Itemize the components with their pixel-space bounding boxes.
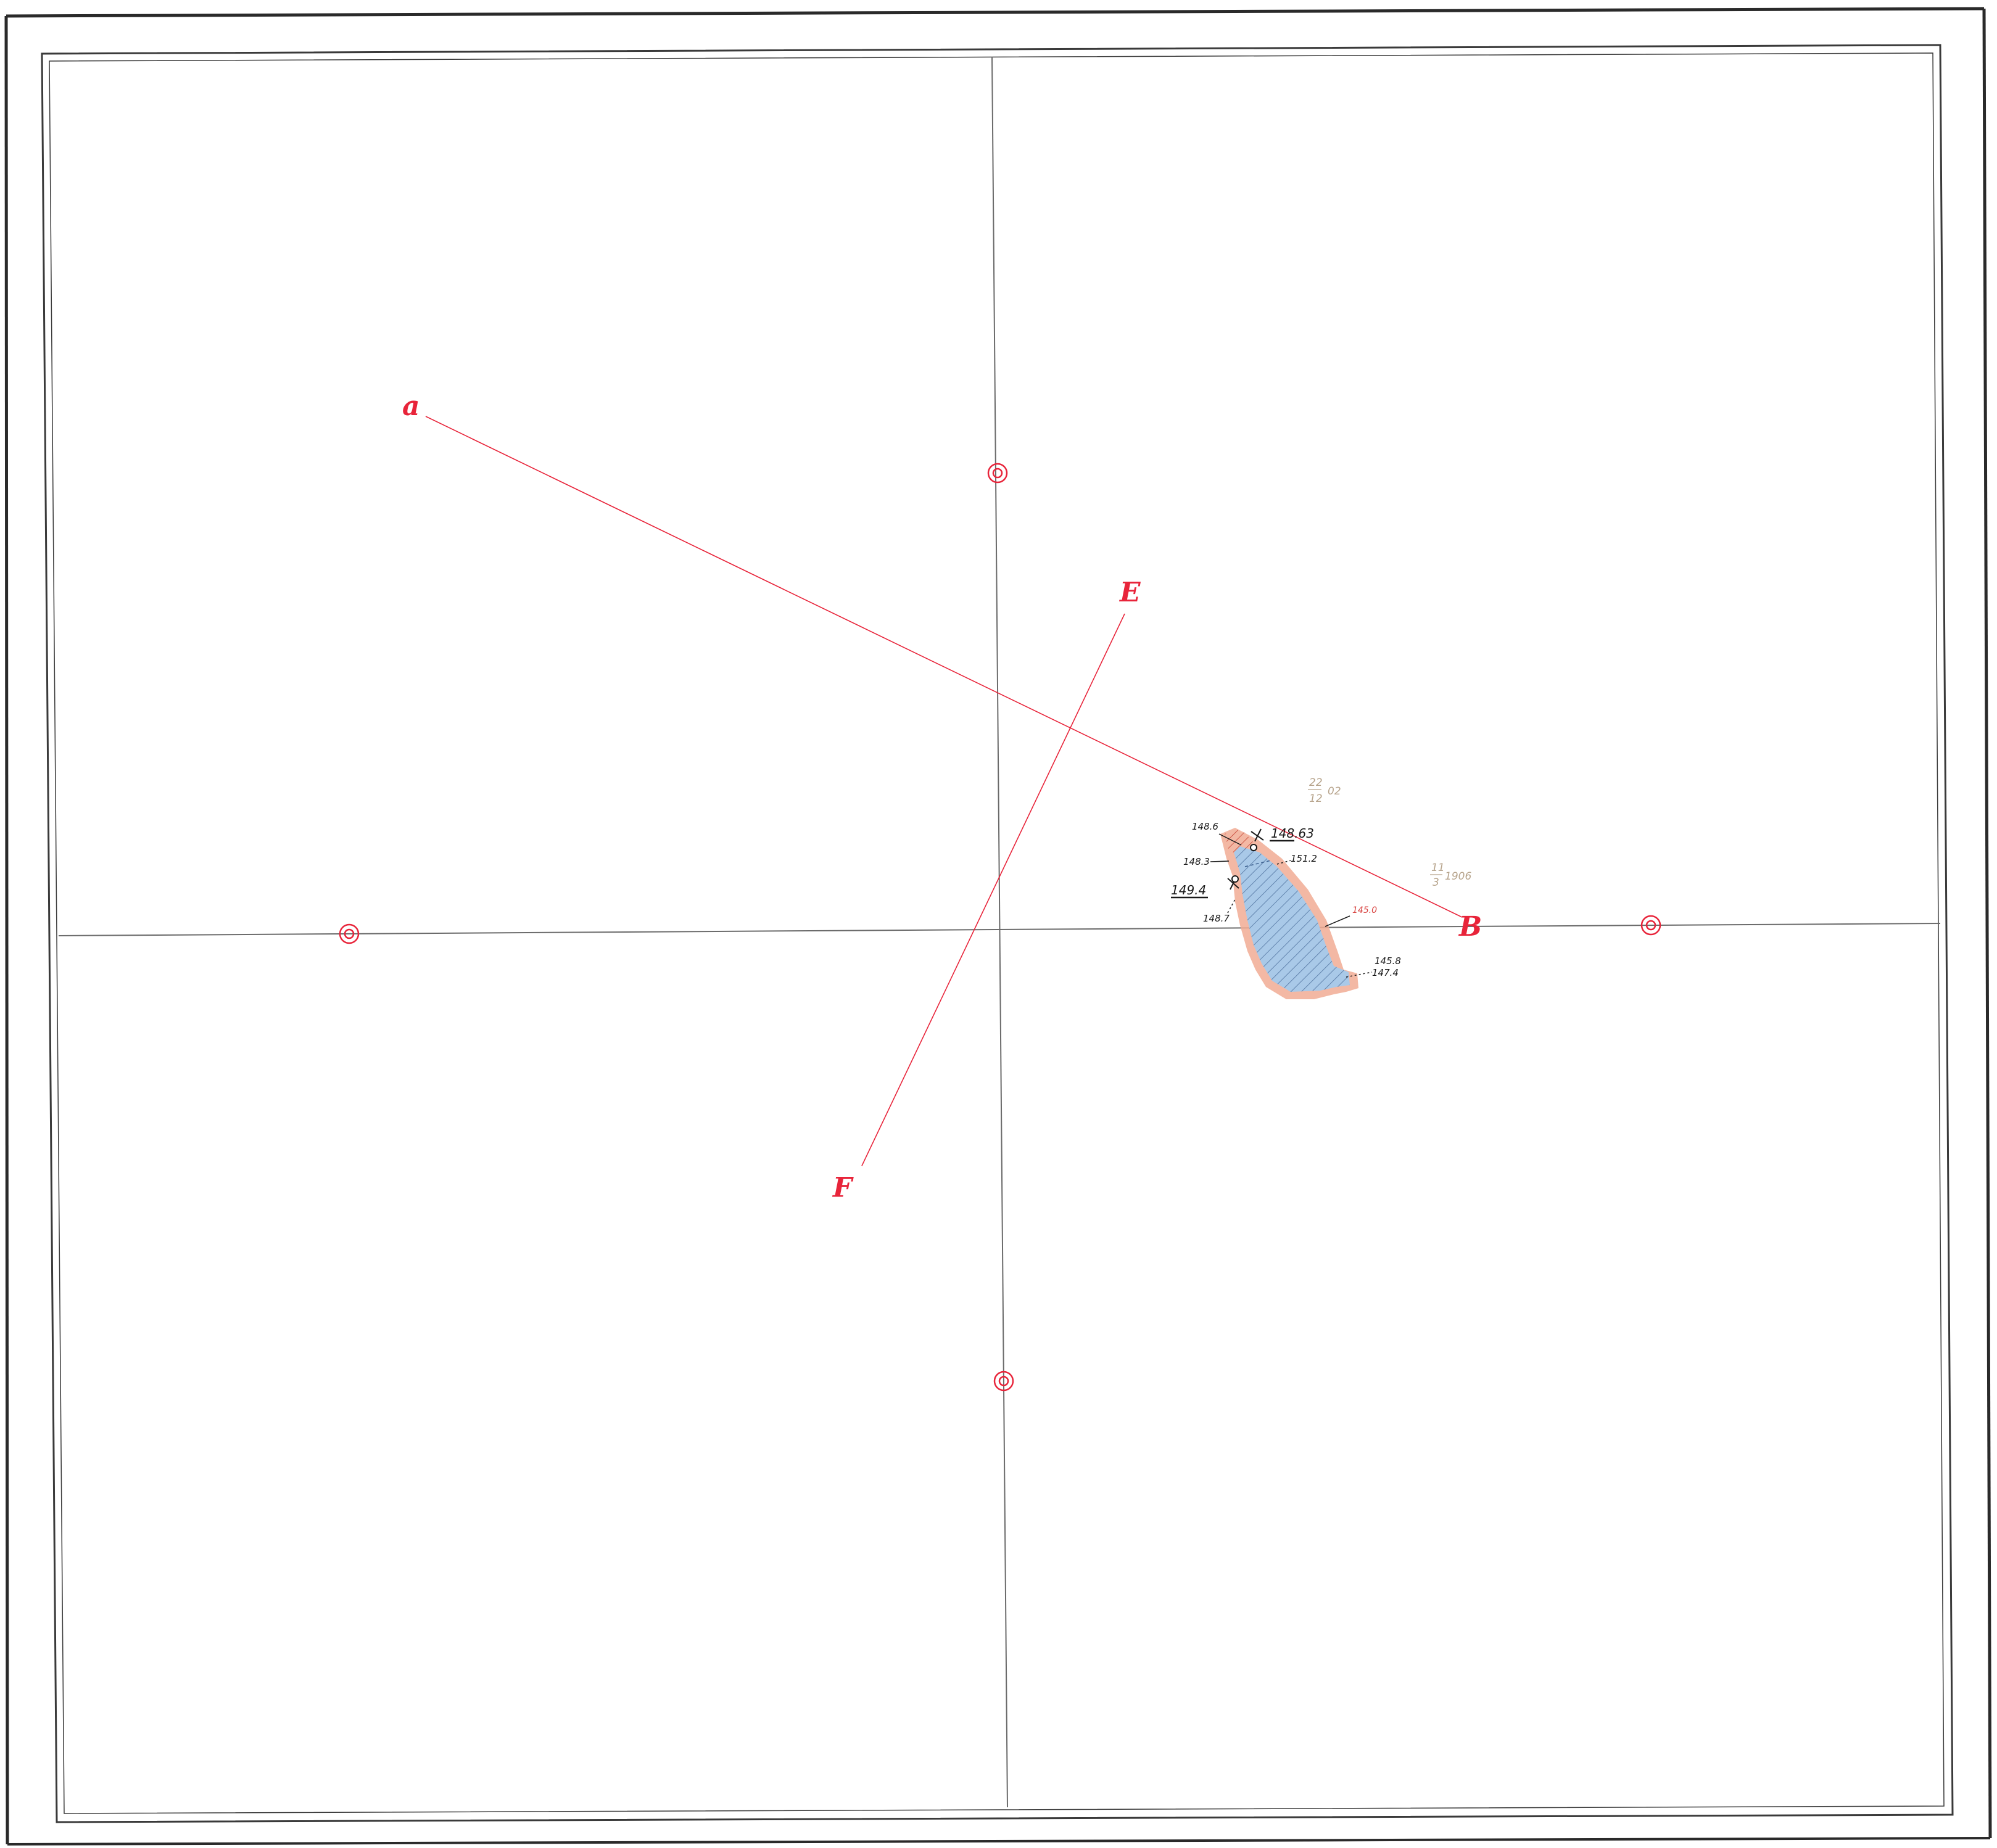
grid-lines: [58, 56, 1941, 1808]
elevation-148-3: 148.3: [1183, 856, 1210, 867]
elevation-151-2: 151.2: [1291, 853, 1317, 864]
marsh-hatching: [1225, 829, 1254, 854]
date-note-2-year: 1906: [1445, 870, 1471, 883]
grid-point-left: [339, 923, 360, 944]
elevation-147-4: 147.4: [1372, 967, 1399, 978]
grid-point-right: [1640, 915, 1661, 936]
grid-point-top: [987, 463, 1008, 484]
survey-cross-1: [1251, 828, 1264, 842]
grid-line-horizontal: [58, 923, 1941, 936]
bench-point-2: [1231, 875, 1239, 883]
station-labels: a E B F: [402, 390, 1482, 1203]
date-note-1-year: 02: [1328, 785, 1341, 798]
date-note-1-day: 22: [1309, 777, 1323, 789]
station-label-a: a: [402, 390, 420, 422]
grid-line-vertical: [991, 56, 1008, 1808]
elevation-145-0: 145.0: [1352, 905, 1377, 915]
elevation-labels: 148.6 148.63 148.3 151.2 149.4 148.7 145…: [1171, 821, 1401, 978]
grid-point-bottom: [993, 1371, 1014, 1392]
elevation-148-6: 148.6: [1192, 821, 1218, 832]
lake: [1220, 828, 1358, 999]
elevation-148-63: 148.63: [1271, 826, 1314, 841]
grid-control-points: [339, 463, 1661, 1392]
survey-line-a-b: [425, 416, 1463, 918]
station-label-f: F: [832, 1172, 854, 1203]
elevation-145-8: 145.8: [1375, 955, 1401, 967]
elevation-markers: [1171, 828, 1373, 978]
lake-inner-contour: [1244, 860, 1271, 867]
survey-date-notes: 22 12 02 11 3 1906: [1308, 777, 1471, 889]
bench-point-1: [1250, 844, 1257, 851]
elevation-149-4: 149.4: [1171, 883, 1206, 897]
station-label-b: B: [1458, 911, 1482, 943]
survey-line-e-f: [861, 613, 1125, 1166]
date-note-1-month: 12: [1309, 793, 1323, 805]
date-note-2-day: 11: [1431, 862, 1445, 874]
lake-hatching: [1234, 846, 1350, 992]
survey-lines: [425, 416, 1463, 1166]
inner-border: [41, 44, 1954, 1823]
station-label-e: E: [1118, 577, 1141, 608]
elevation-148-7: 148.7: [1203, 913, 1230, 924]
date-note-2-month: 3: [1433, 877, 1439, 889]
